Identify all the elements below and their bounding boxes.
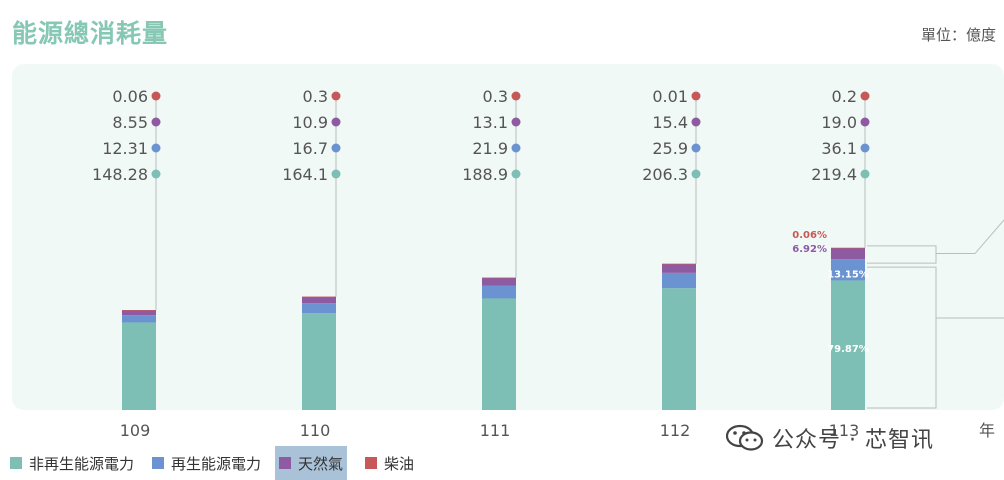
bracket-upper-pointer: [974, 219, 1004, 254]
bar-110-series-2: [302, 296, 336, 304]
bar-111-series-2: [482, 277, 516, 286]
bar-109-series-2: [122, 310, 156, 316]
bar-113-series-0: [831, 280, 865, 410]
value-dot-110-series-2: [331, 117, 341, 127]
legend-swatch-natural-gas: [279, 457, 292, 469]
chart-title: 能源總消耗量: [12, 19, 169, 48]
share-label-natural-gas: 6.92%: [792, 244, 827, 255]
bar-110-series-0: [302, 313, 336, 410]
share-label-non-renewable: 79.87%: [827, 344, 869, 355]
value-label-111-series-2: 13.1: [472, 113, 508, 132]
watermark: 公众号 · 芯智讯: [726, 422, 934, 454]
value-label-113-series-0: 219.4: [811, 165, 857, 184]
value-dot-111-series-3: [511, 91, 521, 101]
value-dot-112-series-1: [691, 143, 701, 153]
value-dot-113-series-1: [860, 143, 870, 153]
bracket-lower: [867, 266, 937, 409]
value-dot-113-series-3: [860, 91, 870, 101]
bar-112-series-0: [662, 288, 696, 410]
bar-109-series-3: [122, 310, 156, 311]
value-label-109-series-3: 0.06: [112, 87, 148, 106]
value-dot-109-series-2: [151, 117, 161, 127]
bar-109-series-0: [122, 322, 156, 410]
value-label-109-series-2: 8.55: [112, 113, 148, 132]
bar-113-series-2: [831, 247, 865, 260]
bar-109-series-1: [122, 315, 156, 323]
x-tick-label-109: 109: [120, 421, 151, 440]
value-dot-110-series-1: [331, 143, 341, 153]
bar-113-series-3: [831, 247, 865, 249]
legend-item-diesel[interactable]: 柴油: [365, 446, 414, 480]
legend-swatch-diesel: [365, 457, 378, 469]
legend-label-renewable: 再生能源電力: [171, 454, 262, 473]
value-label-113-series-2: 19.0: [821, 113, 857, 132]
value-dot-109-series-1: [151, 143, 161, 153]
watermark-text: 公众号 · 芯智讯: [772, 428, 934, 453]
x-axis-suffix: 年: [979, 421, 995, 440]
bar-112-series-3: [662, 263, 696, 265]
value-label-111-series-1: 21.9: [472, 139, 508, 158]
value-label-112-series-0: 206.3: [642, 165, 688, 184]
value-dot-111-series-0: [511, 169, 521, 179]
value-label-110-series-1: 16.7: [292, 139, 328, 158]
value-dot-110-series-0: [331, 169, 341, 179]
value-dot-111-series-2: [511, 117, 521, 127]
value-label-109-series-1: 12.31: [102, 139, 148, 158]
value-label-110-series-2: 10.9: [292, 113, 328, 132]
wechat-icon: [726, 424, 764, 451]
legend-swatch-renewable: [152, 457, 165, 469]
value-dot-111-series-1: [511, 143, 521, 153]
value-dot-109-series-0: [151, 169, 161, 179]
value-label-113-series-1: 36.1: [821, 139, 857, 158]
value-dot-113-series-2: [860, 117, 870, 127]
x-tick-label-111: 111: [480, 421, 511, 440]
value-label-112-series-2: 15.4: [652, 113, 688, 132]
bar-110-series-3: [302, 296, 336, 298]
value-dot-109-series-3: [151, 91, 161, 101]
value-label-112-series-1: 25.9: [652, 139, 688, 158]
x-tick-label-110: 110: [300, 421, 331, 440]
legend-label-non-renewable: 非再生能源電力: [29, 454, 135, 473]
bar-111-series-3: [482, 277, 516, 279]
unit-label: 單位：億度: [920, 26, 996, 44]
bar-112-series-2: [662, 263, 696, 273]
value-label-111-series-0: 188.9: [462, 165, 508, 184]
value-label-111-series-3: 0.3: [483, 87, 508, 106]
value-label-110-series-3: 0.3: [303, 87, 328, 106]
legend-label-diesel: 柴油: [384, 454, 415, 473]
value-label-110-series-0: 164.1: [282, 165, 328, 184]
bar-111-series-1: [482, 285, 516, 299]
legend-item-natural-gas[interactable]: 天然氣: [275, 446, 348, 480]
legend-item-renewable[interactable]: 再生能源電力: [152, 446, 261, 480]
value-label-109-series-0: 148.28: [92, 165, 148, 184]
value-dot-112-series-2: [691, 117, 701, 127]
legend-label-natural-gas: 天然氣: [298, 454, 344, 473]
value-label-113-series-3: 0.2: [832, 87, 857, 106]
value-dot-113-series-0: [860, 169, 870, 179]
share-label-renewable: 13.15%: [827, 269, 869, 280]
bar-112-series-1: [662, 272, 696, 289]
bar-110-series-1: [302, 303, 336, 314]
bar-111-series-0: [482, 298, 516, 410]
chart-legend: 非再生能源電力 再生能源電力 天然氣 柴油: [10, 446, 432, 480]
value-dot-112-series-3: [691, 91, 701, 101]
legend-swatch-non-renewable: [10, 457, 22, 469]
x-tick-label-112: 112: [660, 421, 691, 440]
legend-item-non-renewable[interactable]: 非再生能源電力: [10, 446, 134, 480]
bar-113-series-1: [831, 259, 865, 281]
value-dot-112-series-0: [691, 169, 701, 179]
value-label-112-series-3: 0.01: [652, 87, 688, 106]
share-label-diesel: 0.06%: [792, 230, 827, 241]
x-tick-label-113: 113: [829, 421, 860, 440]
value-dot-110-series-3: [331, 91, 341, 101]
bracket-upper: [867, 245, 937, 264]
